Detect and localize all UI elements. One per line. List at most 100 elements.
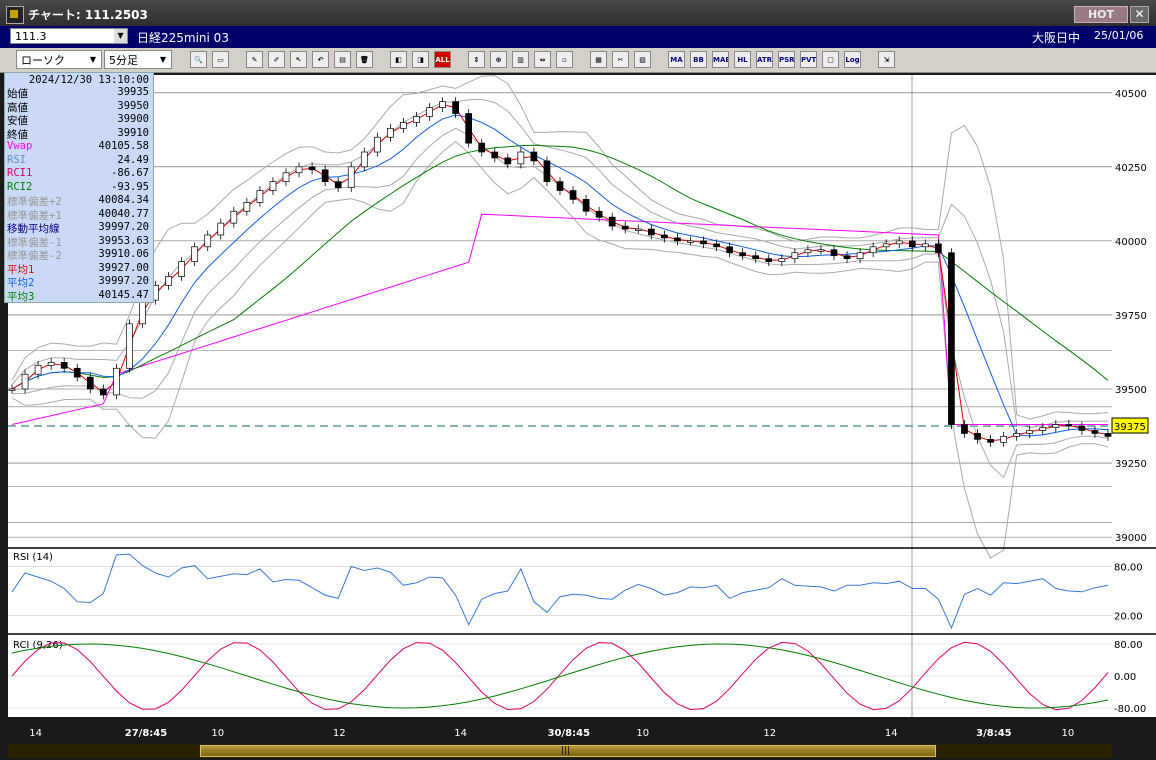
- prev-icon[interactable]: ◧: [390, 51, 407, 68]
- tools-icon[interactable]: ✂: [612, 51, 629, 68]
- log-button[interactable]: Log: [844, 51, 861, 68]
- candle-body: [373, 136, 381, 153]
- bb-button[interactable]: BB: [690, 51, 707, 68]
- candle-body: [491, 151, 499, 159]
- mae-button[interactable]: MAE: [712, 51, 729, 68]
- candle-body: [360, 151, 368, 168]
- candle-body: [765, 258, 773, 262]
- compress-icon[interactable]: ⇔: [534, 51, 551, 68]
- candle-body: [126, 323, 133, 369]
- candle-body: [230, 210, 238, 224]
- export-button[interactable]: ⇲: [878, 51, 895, 68]
- palette-icon[interactable]: ▨: [634, 51, 651, 68]
- candle-body: [387, 127, 394, 138]
- hot-button[interactable]: HOT: [1074, 6, 1128, 23]
- candle-body: [452, 101, 459, 114]
- all-button[interactable]: ALL: [434, 51, 451, 68]
- info-value: -86.67: [111, 167, 149, 179]
- hl-button[interactable]: HL: [734, 51, 751, 68]
- rci-tick-label: 0.00: [1114, 672, 1136, 683]
- candle-body: [935, 243, 942, 254]
- ma-button[interactable]: MA: [668, 51, 685, 68]
- candle-body: [426, 107, 433, 117]
- info-value: 39953.63: [98, 234, 149, 247]
- window-icon[interactable]: ▭: [212, 51, 229, 68]
- candle-body: [204, 234, 212, 248]
- candle-body: [1052, 424, 1060, 428]
- frame-button[interactable]: ▢: [822, 51, 839, 68]
- candle-body: [113, 367, 120, 396]
- trash-icon[interactable]: 🗑: [356, 51, 373, 68]
- time-tick-label: 12: [763, 728, 776, 739]
- cursor-icon[interactable]: ↖: [290, 51, 307, 68]
- time-tick-label: 10: [636, 728, 649, 739]
- next-icon[interactable]: ◨: [412, 51, 429, 68]
- candle-body: [921, 243, 929, 248]
- candle-body: [674, 237, 681, 242]
- symbol-code-input[interactable]: 111.3: [10, 28, 128, 44]
- rsi-line: [11, 553, 1109, 630]
- info-label: Vwap: [7, 140, 33, 152]
- zoom-icon[interactable]: 🔍: [190, 51, 207, 68]
- bar-icon[interactable]: ▥: [512, 51, 529, 68]
- candle-body: [843, 255, 851, 260]
- candle-body: [961, 424, 968, 434]
- horizontal-scrollbar[interactable]: |||: [8, 744, 1112, 758]
- blank-icon[interactable]: ▫: [556, 51, 573, 68]
- bb-upper1-line: [11, 98, 1109, 429]
- psr-button[interactable]: PSR: [778, 51, 795, 68]
- price-tick-label: 39250: [1115, 459, 1147, 470]
- time-tick-label: 27/8:45: [125, 728, 167, 739]
- scroll-grip: |||: [561, 746, 571, 756]
- atr-button[interactable]: ATR: [756, 51, 773, 68]
- info-value: 39950: [117, 99, 149, 112]
- info-label: 安値: [7, 115, 28, 127]
- candle-body: [726, 246, 733, 254]
- candle-body: [1104, 433, 1112, 437]
- candle-body: [817, 249, 825, 252]
- interval-value: 5分足: [109, 54, 138, 67]
- candle-body: [634, 228, 642, 231]
- info-value: 39997.20: [98, 221, 149, 233]
- brush-icon[interactable]: ✐: [268, 51, 285, 68]
- pvt-button[interactable]: PVT: [800, 51, 817, 68]
- candle-body: [504, 157, 512, 165]
- rsi-title: RSI (14): [13, 552, 53, 563]
- candle-body: [974, 433, 981, 440]
- grid-icon[interactable]: ▦: [590, 51, 607, 68]
- candle-body: [400, 122, 407, 129]
- info-value: -93.95: [111, 180, 149, 193]
- price-tick-label: 39500: [1115, 385, 1147, 396]
- info-value: 39927.00: [98, 261, 149, 274]
- close-button[interactable]: ✕: [1130, 6, 1149, 23]
- info-label: 高値: [7, 101, 28, 114]
- time-axis: [0, 718, 1156, 742]
- fit-icon[interactable]: ⊕: [490, 51, 507, 68]
- info-value: 40084.34: [98, 194, 149, 206]
- interval-select[interactable]: 5分足 ▼: [104, 50, 172, 69]
- spacing-icon[interactable]: ⇕: [468, 51, 485, 68]
- info-label: 始値: [7, 88, 28, 100]
- chart-type-select[interactable]: ローソク ▼: [16, 50, 102, 69]
- candle-body: [804, 249, 812, 254]
- candle-body: [465, 113, 473, 144]
- candle-body: [99, 388, 107, 396]
- candle-body: [856, 252, 864, 260]
- undo-icon[interactable]: ↶: [312, 51, 329, 68]
- vwap-line: [11, 213, 1108, 425]
- candle-body: [1039, 427, 1047, 431]
- price-tick-label: 39000: [1115, 533, 1147, 544]
- candle-body: [739, 252, 747, 257]
- symbol-dropdown-icon[interactable]: ▼: [114, 29, 127, 43]
- candle-body: [413, 116, 420, 123]
- info-label: RSI: [7, 153, 26, 166]
- symbol-name: 日経225mini 03: [137, 31, 229, 45]
- pen-icon[interactable]: ✎: [246, 51, 263, 68]
- ma1-line: [11, 104, 1109, 442]
- scroll-thumb[interactable]: |||: [200, 745, 936, 757]
- info-label: 平均2: [7, 277, 35, 289]
- info-panel: 2024/12/30 13:10:00 始値 39935 高値 39950 安値 3990…: [4, 72, 154, 303]
- note-icon[interactable]: ▤: [334, 51, 351, 68]
- candle-body: [439, 101, 446, 108]
